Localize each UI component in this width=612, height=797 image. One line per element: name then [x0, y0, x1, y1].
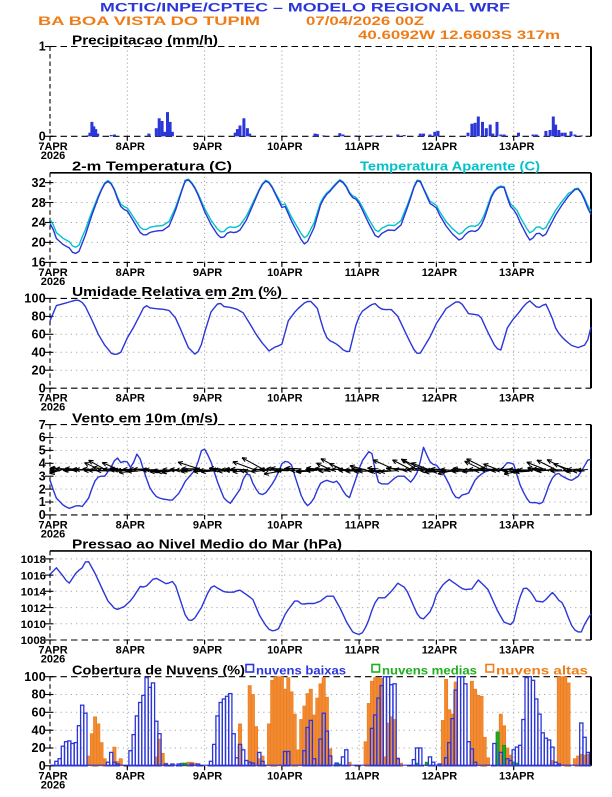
svg-text:11APR: 11APR: [345, 645, 380, 657]
svg-text:5: 5: [39, 444, 46, 458]
svg-text:9APR: 9APR: [193, 770, 222, 782]
svg-text:2026: 2026: [41, 654, 65, 666]
svg-text:13APR: 13APR: [499, 519, 535, 531]
svg-text:1: 1: [39, 40, 46, 54]
svg-text:1: 1: [39, 495, 46, 509]
svg-text:9APR: 9APR: [193, 519, 222, 531]
svg-text:8APR: 8APR: [116, 770, 145, 782]
svg-text:40: 40: [31, 723, 46, 737]
svg-text:nuvens baixas: nuvens baixas: [256, 664, 346, 678]
svg-text:Umidade Relativa em 2m (%): Umidade Relativa em 2m (%): [72, 285, 282, 299]
svg-text:1014: 1014: [21, 587, 47, 599]
svg-text:Pressao ao Nivel Medio do Mar: Pressao ao Nivel Medio do Mar (hPa): [72, 538, 342, 552]
svg-text:32: 32: [31, 176, 46, 190]
svg-text:10APR: 10APR: [267, 519, 303, 531]
svg-text:07/04/2026 00Z: 07/04/2026 00Z: [306, 16, 424, 28]
svg-text:100: 100: [24, 292, 46, 306]
svg-text:1016: 1016: [21, 570, 46, 582]
svg-text:2026: 2026: [41, 779, 65, 791]
svg-text:13APR: 13APR: [499, 393, 535, 405]
svg-text:8APR: 8APR: [116, 519, 145, 531]
svg-text:12APR: 12APR: [422, 645, 458, 657]
svg-text:2026: 2026: [41, 150, 65, 162]
svg-text:9APR: 9APR: [193, 141, 222, 153]
svg-text:11APR: 11APR: [345, 141, 380, 153]
svg-text:60: 60: [31, 706, 46, 720]
svg-text:60: 60: [31, 328, 46, 342]
svg-text:8APR: 8APR: [116, 141, 145, 153]
svg-text:13APR: 13APR: [499, 267, 535, 279]
svg-text:2026: 2026: [41, 276, 65, 288]
svg-text:2026: 2026: [41, 528, 65, 540]
svg-text:20: 20: [31, 236, 46, 250]
svg-text:3: 3: [39, 469, 46, 483]
svg-text:12APR: 12APR: [422, 267, 458, 279]
svg-text:7: 7: [39, 418, 46, 432]
svg-text:10APR: 10APR: [267, 393, 303, 405]
svg-text:9APR: 9APR: [193, 645, 222, 657]
svg-text:11APR: 11APR: [345, 267, 380, 279]
svg-text:2: 2: [39, 482, 46, 496]
svg-text:MCTIC/INPE/CPTEC – MODELO REGI: MCTIC/INPE/CPTEC – MODELO REGIONAL WRF: [100, 3, 510, 15]
svg-text:8APR: 8APR: [116, 267, 145, 279]
svg-text:100: 100: [24, 670, 46, 684]
svg-text:11APR: 11APR: [345, 519, 380, 531]
svg-text:12APR: 12APR: [422, 393, 458, 405]
svg-text:6: 6: [39, 431, 46, 445]
svg-text:11APR: 11APR: [345, 770, 380, 782]
svg-text:9APR: 9APR: [193, 267, 222, 279]
svg-text:Precipitacao (mm/h): Precipitacao (mm/h): [72, 34, 218, 48]
svg-text:20: 20: [31, 741, 46, 755]
svg-text:8APR: 8APR: [116, 393, 145, 405]
svg-text:28: 28: [31, 196, 46, 210]
svg-text:10APR: 10APR: [267, 141, 303, 153]
svg-text:BA BOA VISTA DO TUPIM: BA BOA VISTA DO TUPIM: [38, 16, 260, 28]
svg-text:40: 40: [31, 345, 46, 359]
svg-text:11APR: 11APR: [345, 393, 380, 405]
svg-text:13APR: 13APR: [499, 645, 535, 657]
svg-text:nuvens altas: nuvens altas: [496, 664, 588, 678]
svg-text:13APR: 13APR: [499, 141, 535, 153]
svg-text:24: 24: [31, 216, 46, 230]
svg-text:2-m Temperatura (C): 2-m Temperatura (C): [72, 160, 232, 174]
svg-text:10APR: 10APR: [267, 267, 303, 279]
svg-text:13APR: 13APR: [499, 770, 535, 782]
svg-text:1018: 1018: [21, 554, 46, 566]
svg-text:12APR: 12APR: [422, 770, 458, 782]
svg-text:9APR: 9APR: [193, 393, 222, 405]
svg-text:1012: 1012: [21, 603, 46, 615]
svg-text:nuvens medias: nuvens medias: [382, 664, 477, 678]
svg-text:4: 4: [39, 457, 46, 471]
svg-text:Vento em 10m (m/s): Vento em 10m (m/s): [72, 411, 218, 425]
svg-text:Cobertura de Nuvens (%): Cobertura de Nuvens (%): [72, 664, 245, 678]
svg-text:Temperatura Aparente (C): Temperatura Aparente (C): [360, 160, 540, 174]
svg-text:40.6092W 12.6603S 317m: 40.6092W 12.6603S 317m: [358, 28, 560, 42]
svg-text:10APR: 10APR: [267, 770, 303, 782]
svg-text:12APR: 12APR: [422, 519, 458, 531]
svg-text:80: 80: [31, 310, 46, 324]
svg-text:8APR: 8APR: [116, 645, 145, 657]
svg-text:20: 20: [31, 363, 46, 377]
svg-text:80: 80: [31, 688, 46, 702]
svg-text:1010: 1010: [21, 619, 46, 631]
svg-text:2026: 2026: [41, 402, 65, 414]
svg-text:12APR: 12APR: [422, 141, 458, 153]
svg-text:10APR: 10APR: [267, 645, 303, 657]
